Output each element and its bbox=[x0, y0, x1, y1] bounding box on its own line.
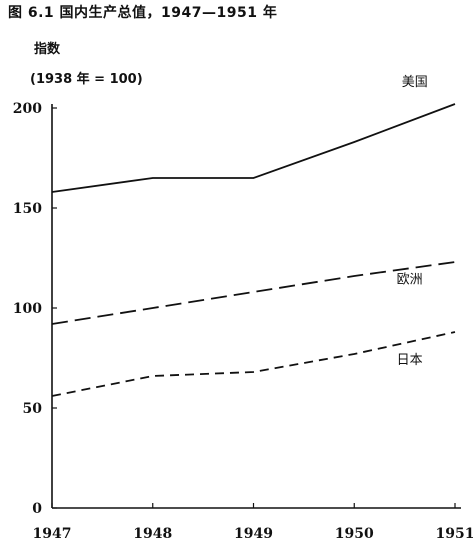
series-line-1 bbox=[51, 261, 456, 325]
y-tick-label-50: 50 bbox=[23, 401, 43, 417]
figure-caption: 图 6.1 国内生产总值，1947—1951 年 bbox=[8, 5, 278, 21]
series-label-1: 欧洲 bbox=[397, 272, 423, 287]
series-line-0 bbox=[51, 103, 456, 193]
y-tick-label-100: 100 bbox=[13, 301, 42, 317]
y-tick-label-200: 200 bbox=[13, 101, 42, 117]
x-tick-label-1947: 1947 bbox=[33, 526, 72, 542]
y-axis-label: 指数 bbox=[34, 42, 61, 57]
x-tick-label-1948: 1948 bbox=[133, 526, 172, 542]
x-tick-label-1950: 1950 bbox=[335, 526, 374, 542]
x-tick-label-1949: 1949 bbox=[234, 526, 273, 542]
series-line-2 bbox=[51, 331, 456, 397]
y-tick-label-0: 0 bbox=[32, 501, 42, 517]
x-tick-label-1951: 1951 bbox=[436, 526, 473, 542]
y-tick-label-150: 150 bbox=[13, 201, 42, 217]
series-label-0: 美国 bbox=[402, 75, 428, 90]
series-label-2: 日本 bbox=[397, 353, 423, 368]
y-axis-unit: (1938 年 = 100) bbox=[30, 72, 143, 87]
